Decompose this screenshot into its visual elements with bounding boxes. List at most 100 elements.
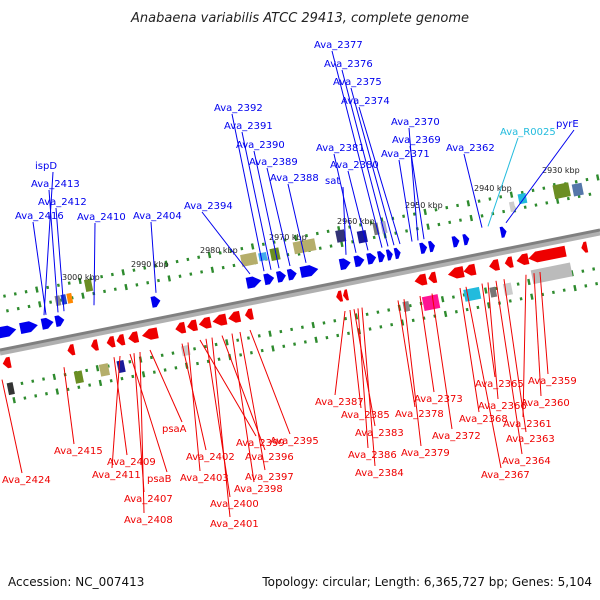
label-leader [55,207,65,312]
track-dot [476,305,480,310]
gene-label: Ava_2370 [391,117,440,128]
label-leader [522,274,527,418]
track-dot [290,327,294,332]
feature-box [517,192,528,205]
track-dot [46,285,50,290]
track-dot [132,268,136,272]
label-leader [349,309,362,409]
gene-label: Ava_2374 [341,96,390,107]
track-dot [174,366,178,370]
gene-label: psaB [147,474,172,485]
gene-label: Ava_2389 [249,157,298,168]
track-dot [520,190,524,195]
label-leader [201,211,251,275]
gene-arrow [90,339,99,351]
label-leader [463,153,483,228]
gene-label: Ava_2408 [124,515,173,526]
track-dot [113,287,117,291]
track-dot [200,270,204,274]
gene-label: Ava_2366 [478,401,527,412]
track-dot [27,304,31,309]
feature-box [60,294,68,305]
track-dot [232,263,236,268]
gene-arrow [116,334,126,346]
track-dot [42,377,46,381]
track-dot [508,299,512,303]
track-dot [131,374,135,379]
track-dot [329,244,333,248]
track-dot [13,292,17,296]
feature-box [258,251,268,262]
track-dot [24,290,28,294]
track-dot [534,203,538,207]
track-dot [293,234,298,241]
track-dot [340,240,344,248]
tick-labels: 3000 kbp 2990 kbp 2980 kbp 2970 kbp 2960 kbp… [62,166,580,282]
track-dot [193,347,197,351]
gene-label: Ava_2373 [414,394,463,405]
track-dot [368,327,372,331]
genome-summary-text: Topology: circular; Length: 6,365,727 bp… [261,575,592,589]
track-dot [143,266,147,270]
track-dot [221,265,225,270]
track-dot [110,272,114,277]
gene-arrow [141,327,159,340]
label-leader [431,293,453,430]
label-leader [361,307,376,467]
label-leader [48,189,59,313]
track-dot [527,278,531,286]
track-dot [423,208,427,216]
track-dot [451,295,455,299]
track-dot [5,309,9,313]
gene-arrow [338,258,351,271]
gene-arrow [40,317,54,330]
gene-label: Ava_2412 [38,197,87,208]
track-dot [178,274,182,278]
label-leaders [1,50,575,518]
track-dot [156,278,160,283]
track-dot [55,388,60,395]
label-leader [495,280,523,455]
label-leader [205,338,231,498]
track-dot [581,269,585,273]
gene-arrow [19,321,38,335]
track-dot [261,242,265,246]
feature-box [240,251,259,267]
gene-arrow [299,265,319,278]
label-leader [341,69,389,247]
track-dot [499,195,503,199]
gene-label: Ava_2400 [210,499,259,510]
gene-label: sat [325,176,340,187]
track-dot [3,294,6,298]
gene-label: Ava_2403 [180,473,229,484]
label-leader [358,106,401,245]
track-dot [207,251,212,259]
label-leader [239,331,266,471]
track-dot [585,177,589,182]
label-leader [419,295,435,393]
track-dot [300,325,304,329]
track-dot [454,310,458,314]
gene-label: Ava_2381 [316,143,365,154]
track-dot [103,289,107,294]
label-leader [353,309,376,427]
map-title: Anabaena variabilis ATCC 29413, complete… [130,11,469,26]
gene-arrow [198,316,212,329]
track-dot [311,321,315,329]
track-dot [412,212,416,216]
gene-labels: ispD Ava_2413 Ava_2412 Ava_2416 Ava_2410 Ava_… [2,40,579,530]
label-leader [1,379,23,474]
feature-box [489,286,498,298]
track-dot [574,180,578,184]
gene-label: Ava_2361 [503,419,552,430]
track-dot [516,282,520,286]
track-dot [120,376,124,381]
gene-arrow [581,241,589,253]
feature-box [54,295,62,307]
track-dot [484,287,488,294]
gene-label: Ava_2409 [107,457,156,468]
track-dot [160,353,164,358]
gene-arrow [451,236,460,248]
gene-label: Ava_2416 [15,211,64,222]
track-dot [411,318,415,323]
